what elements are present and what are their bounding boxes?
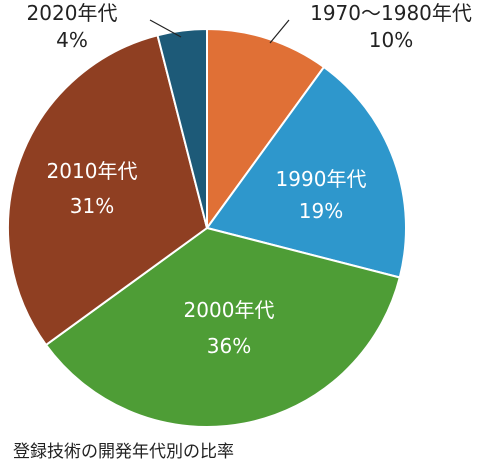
pie-slice	[156, 27, 208, 229]
slice-value-label: 4%	[56, 28, 88, 52]
slice-value-label: 36%	[207, 334, 251, 358]
slice-value-label: 31%	[70, 194, 114, 218]
slice-label: 2020年代	[27, 1, 118, 25]
pie-slice	[44, 226, 401, 428]
leader-line	[269, 19, 290, 44]
chart-caption: 登録技術の開発年代別の比率	[13, 442, 234, 462]
slice-label: 1970～1980年代	[310, 1, 472, 25]
slice-label: 2010年代	[47, 159, 138, 183]
pie-slice	[7, 34, 209, 347]
pie-slice	[206, 27, 326, 232]
slice-label: 2000年代	[184, 298, 275, 322]
pie-slice	[205, 65, 407, 279]
slice-value-label: 10%	[369, 28, 413, 52]
slice-label: 1990年代	[276, 167, 367, 191]
slice-value-label: 19%	[299, 199, 343, 223]
leader-line	[149, 19, 182, 38]
